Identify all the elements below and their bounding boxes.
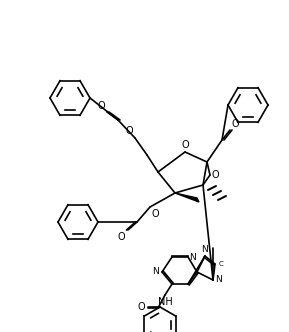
Text: O: O xyxy=(125,126,133,136)
Polygon shape xyxy=(175,193,199,202)
Text: N: N xyxy=(152,268,159,277)
Text: O: O xyxy=(232,119,240,129)
Text: N: N xyxy=(215,276,222,285)
Text: O: O xyxy=(137,302,145,312)
Text: N: N xyxy=(202,245,208,254)
Text: C: C xyxy=(219,261,224,267)
Text: O: O xyxy=(117,232,125,242)
Text: N: N xyxy=(189,253,196,262)
Text: O: O xyxy=(212,170,220,180)
Text: O: O xyxy=(152,209,160,219)
Text: O: O xyxy=(97,101,105,111)
Text: O: O xyxy=(181,140,189,150)
Text: NH: NH xyxy=(158,297,172,307)
